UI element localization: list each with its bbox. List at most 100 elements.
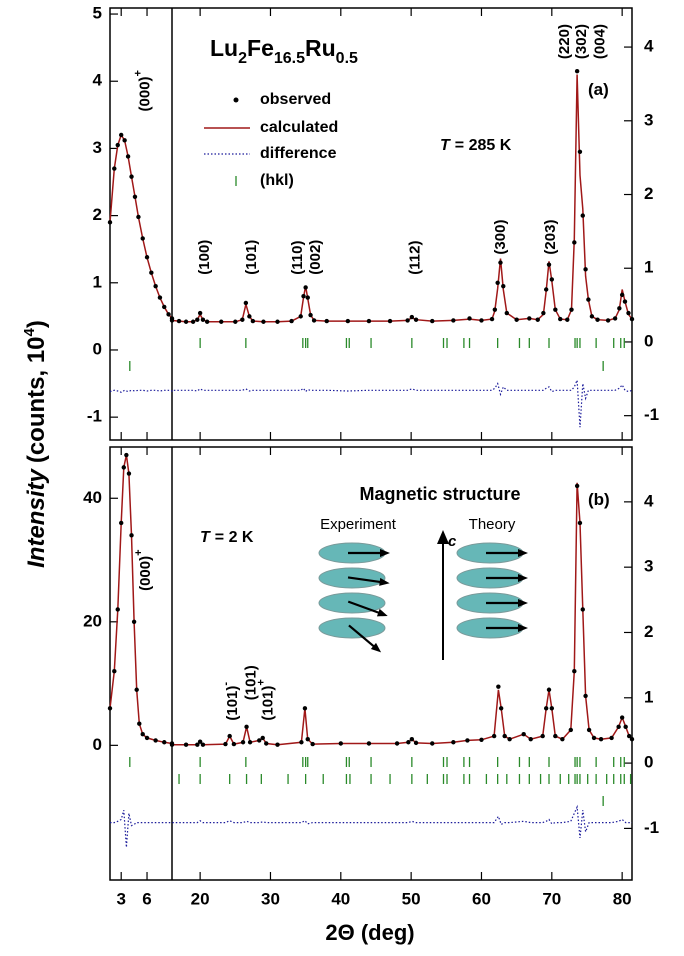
peak-label: (300) [492,220,509,255]
moment-arrow-head [380,549,390,557]
moment-arrow [348,624,382,653]
observed-point [183,742,189,747]
observed-point [298,314,303,319]
y-tick-label: -1 [87,407,102,426]
observed-point [124,452,129,458]
observed-point [140,732,145,737]
observed-point [122,138,127,143]
observed-point [553,307,558,312]
observed-point [589,314,595,319]
y-tick-label: 20 [83,611,102,630]
c-axis-head [437,530,449,544]
condition-text: = 285 K [455,137,512,154]
peak-label: (220) [556,24,573,59]
observed-point [299,740,304,745]
observed-point [129,174,134,179]
moment-arrow [347,600,388,617]
observed-point [609,735,614,741]
y-tick-label: 5 [93,4,102,23]
y-tick-label: 4 [93,71,103,90]
observed-point [430,741,435,746]
observed-point [260,735,265,741]
observed-point [301,294,306,299]
observed-point [223,741,228,747]
moment-arrow-head [379,577,390,586]
observed-point [489,316,495,322]
observed-point [622,299,628,304]
x-tick-label: 60 [472,889,491,908]
calculated-line [109,74,633,323]
moment-arrow [486,574,528,582]
observed-point [535,317,540,322]
peak-label-text: (101) [243,240,260,275]
observed-point [553,733,558,739]
observed-point [479,737,484,742]
y2-tick-label: 1 [644,258,653,277]
observed-point [166,312,171,317]
moment-arrow-head [370,642,382,653]
observed-point [543,287,549,292]
observed-point [586,297,591,302]
observed-point [540,733,545,739]
observed-point [303,285,308,290]
observed-point [546,687,552,692]
peak-label-text: (110) [289,241,306,275]
peak-label: (110) [289,241,306,275]
peak-label: (002) [307,240,324,275]
observed-point [125,154,131,159]
peak-label-text: (000) [137,556,154,591]
observed-point [546,262,552,267]
observed-point [289,318,294,324]
observed-point [107,220,113,225]
observed-point [126,471,132,476]
observed-point [405,318,410,323]
observed-point [240,740,246,745]
observed-point [629,736,635,742]
observed-point [612,316,618,321]
moment-arrow-head [518,549,528,557]
moment-arrow-shaft [347,576,382,584]
observed-point [467,316,472,321]
y-label-part: 4 [21,327,38,336]
observed-point [118,520,124,526]
observed-point [197,310,203,316]
y2-tick-label: 0 [644,753,653,772]
legend-label: difference [260,145,337,162]
observed-point [409,736,415,742]
y2-tick-label: -1 [644,405,659,424]
peak-label: (101) [243,240,260,275]
peak-label-text: (101) [224,686,241,721]
observed-point [501,283,506,289]
x-axis-label: 2Θ (deg) [325,920,414,945]
observed-point [498,260,503,265]
x-tick-label: 80 [613,889,632,908]
y-tick-label: 0 [93,735,102,754]
title-subscript: 0.5 [336,50,358,67]
title-part: Fe [247,35,274,61]
y-tick-label: 0 [93,339,102,358]
y2-tick-label: 0 [644,331,653,350]
chart-title: Lu2Fe16.5Ru0.5 [210,35,358,67]
condition-symbol: T [200,529,211,546]
x-tick-label: 50 [402,889,421,908]
observed-point [430,318,435,324]
x-tick-label: 70 [542,889,561,908]
observed-point [118,132,124,138]
moment-arrow [348,549,390,557]
observed-point [574,483,580,489]
peak-label: (112) [406,241,423,275]
observed-point [176,318,182,324]
condition-symbol: T [440,137,451,154]
peak-label-text: (300) [492,220,509,255]
peak-label-text: (002) [307,240,324,275]
observed-point [115,607,120,612]
observed-point [451,740,456,745]
observed-point [244,724,249,730]
observed-point [565,317,570,322]
observed-point [560,736,565,742]
legend-label: observed [260,91,331,108]
observed-point [112,669,117,674]
panel-label: (b) [588,490,610,509]
title-part: Lu [210,35,238,61]
